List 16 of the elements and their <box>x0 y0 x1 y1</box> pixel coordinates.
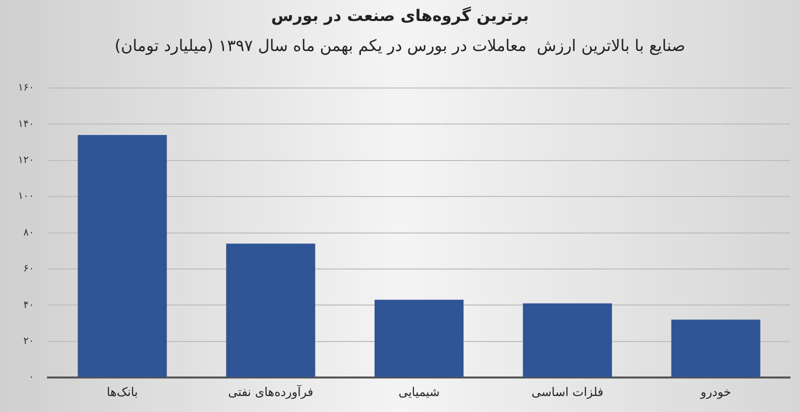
y-tick-label: ۱۶۰ <box>18 82 34 94</box>
y-tick-label: ۱۴۰ <box>18 118 34 130</box>
y-tick-label: ۴۰ <box>23 300 34 311</box>
x-tick-label: بانک‌ها <box>106 384 138 399</box>
y-tick-label: ۰ <box>28 372 34 384</box>
y-tick-label: ۱۰۰ <box>18 191 34 202</box>
x-tick-label: شیمیایی <box>398 384 440 399</box>
y-tick-label: ۸۰ <box>23 227 34 238</box>
x-tick-label: فرآورده‌های نفتی <box>228 384 314 399</box>
x-tick-label: خودرو <box>700 384 732 399</box>
y-tick-label: ۲۰ <box>23 336 34 347</box>
x-tick-label: فلزات اساسی <box>531 384 604 399</box>
y-tick-label: ۶۰ <box>23 264 34 275</box>
chart-subtitle: صنایع با بالاترین ارزش معاملات در بورس در یکم بهمن ماه سال ۱۳۹۷ (میلیارد تومان) <box>114 36 686 55</box>
y-tick-label: ۱۲۰ <box>18 154 34 166</box>
chart-title: برترین گروه‌های صنعت در بورس <box>270 6 530 25</box>
